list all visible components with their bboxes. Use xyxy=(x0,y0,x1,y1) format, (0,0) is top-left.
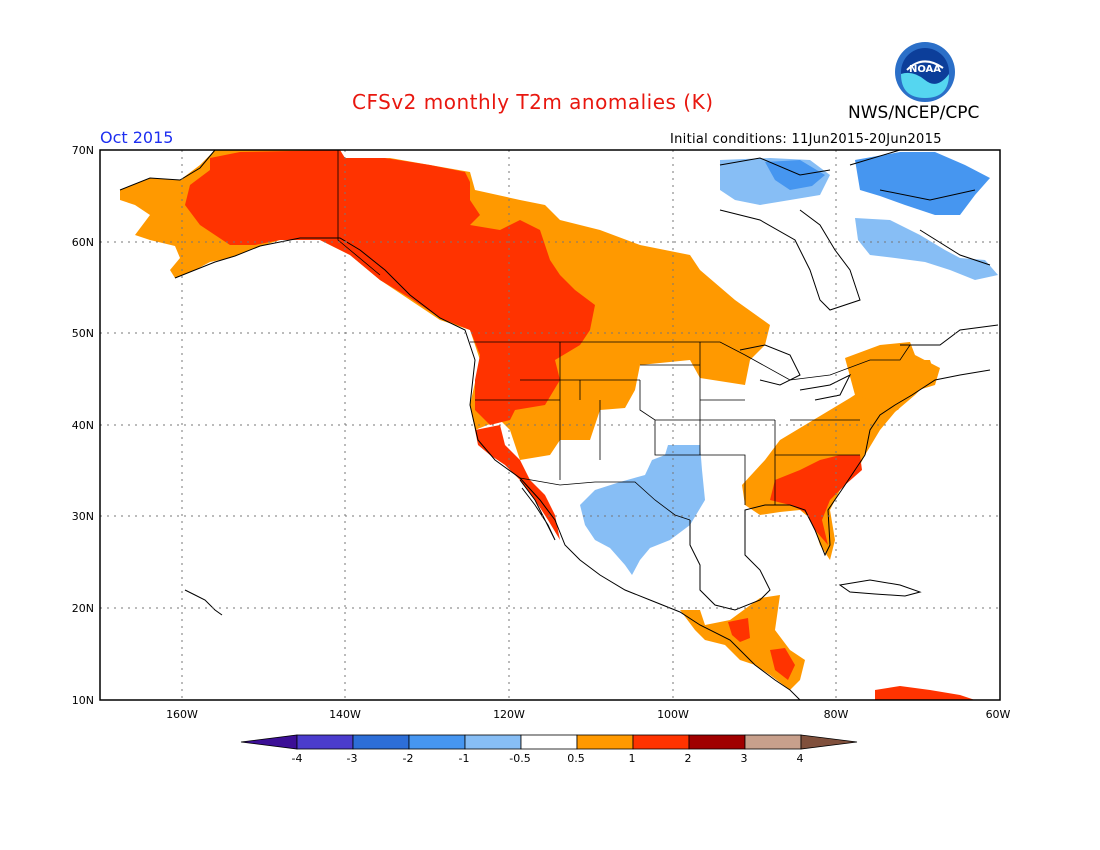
border-us-mexico xyxy=(519,477,691,521)
agency-label: NWS/NCEP/CPC xyxy=(848,103,980,123)
legend-swatch-10 xyxy=(800,734,858,750)
legend-swatch-8 xyxy=(688,734,746,750)
anomaly-region-warm-central-america-red xyxy=(728,618,795,680)
lon-label-120w: 120W xyxy=(493,708,525,721)
legend-swatch-6 xyxy=(576,734,634,750)
border-layer xyxy=(337,150,911,521)
border-us-canada xyxy=(470,341,911,381)
logo-text: NOAA xyxy=(909,64,941,75)
coastline-hawaii xyxy=(184,589,223,616)
legend-label-neg2: -2 xyxy=(403,752,414,765)
lat-label-10n: 10N xyxy=(72,694,94,707)
coastline-baja xyxy=(519,479,556,541)
legend-label-neg0-5: -0.5 xyxy=(509,752,530,765)
lat-label-40n: 40N xyxy=(72,419,94,432)
anomaly-region-warm-northeast xyxy=(845,342,940,412)
logo-gull xyxy=(906,60,944,71)
coastline-cuba xyxy=(838,579,922,597)
coastline-arctic-islands xyxy=(719,149,991,266)
legend-label-2: 2 xyxy=(685,752,692,765)
anomaly-region-cool-arctic-west-core xyxy=(765,160,825,190)
legend-swatch-9 xyxy=(744,734,802,750)
border-alaska-canada xyxy=(337,150,381,276)
anomaly-region-warm-california xyxy=(475,425,560,540)
legend-swatch-4 xyxy=(464,734,522,750)
anomaly-region-warm-southeast-red xyxy=(770,455,862,545)
legend-label-neg3: -3 xyxy=(347,752,358,765)
lon-label-140w: 140W xyxy=(329,708,361,721)
lon-label-80w: 80W xyxy=(824,708,849,721)
noaa-logo: NOAA xyxy=(895,42,955,102)
coastline-east xyxy=(864,324,999,456)
legend-label-1: 1 xyxy=(629,752,636,765)
anomaly-region-cool-arctic-east xyxy=(855,152,990,215)
lon-label-60w: 60W xyxy=(986,708,1011,721)
coastline-gulf xyxy=(689,454,866,611)
legend-labels: -4 -3 -2 -1 -0.5 0.5 1 2 3 4 xyxy=(292,752,804,765)
lat-label-60n: 60N xyxy=(72,236,94,249)
legend-swatch-1 xyxy=(296,734,354,750)
lon-labels: 160W 140W 120W 100W 80W 60W xyxy=(166,708,1010,721)
anomaly-region-warm-central-america xyxy=(680,595,805,690)
anomaly-region-warm-west-red xyxy=(185,150,595,425)
coastline-west xyxy=(119,149,801,701)
legend-swatch-0 xyxy=(240,734,298,750)
lon-label-100w: 100W xyxy=(657,708,689,721)
lat-label-30n: 30N xyxy=(72,510,94,523)
lat-label-20n: 20N xyxy=(72,602,94,615)
border-states xyxy=(475,342,860,505)
anomaly-region-cool-quebec xyxy=(855,218,998,280)
legend-swatch-2 xyxy=(352,734,410,750)
anomaly-region-warm-caribbean-south xyxy=(875,686,975,700)
legend-swatch-5 xyxy=(520,734,578,750)
logo-wave xyxy=(901,72,949,98)
coastline-great-lakes xyxy=(739,344,852,401)
forecast-month: Oct 2015 xyxy=(100,128,174,147)
legend-swatch-3 xyxy=(408,734,466,750)
graticule xyxy=(100,150,1000,700)
legend-label-neg4: -4 xyxy=(292,752,303,765)
legend-swatch-7 xyxy=(632,734,690,750)
coastline-layer xyxy=(119,149,999,701)
lat-label-50n: 50N xyxy=(72,327,94,340)
initial-conditions: Initial conditions: 11Jun2015-20Jun2015 xyxy=(670,132,942,147)
legend-label-neg1: -1 xyxy=(459,752,470,765)
lon-label-160w: 160W xyxy=(166,708,198,721)
legend-label-4: 4 xyxy=(797,752,804,765)
legend-label-0-5: 0.5 xyxy=(567,752,585,765)
legend-swatches xyxy=(240,734,858,750)
map-title: CFSv2 monthly T2m anomalies (K) xyxy=(352,90,714,114)
anomaly-region-cool-southwest xyxy=(580,445,705,575)
map-frame xyxy=(99,149,1001,701)
lat-label-70n: 70N xyxy=(72,144,94,157)
legend-label-3: 3 xyxy=(741,752,748,765)
lat-labels: 10N 20N 30N 40N 50N 60N 70N xyxy=(72,144,94,707)
